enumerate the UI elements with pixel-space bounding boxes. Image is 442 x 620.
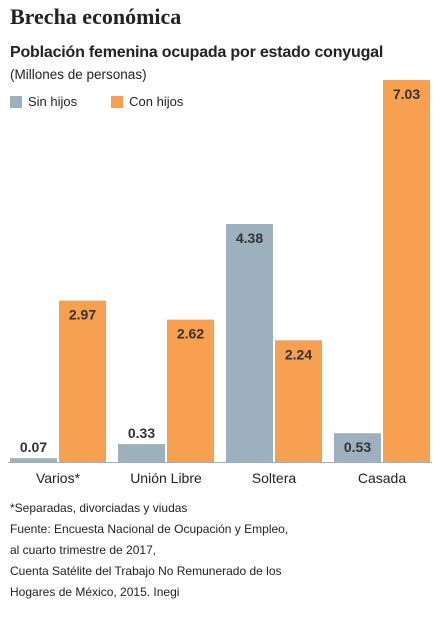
footnote-source-line-2: al cuarto trimestre de 2017, — [10, 543, 157, 557]
bar-sin-hijos-casada — [334, 433, 381, 462]
legend-item-con-hijos: Con hijos — [111, 94, 183, 109]
bar-con-hijos-soltera — [275, 340, 322, 462]
data-label-con-hijos-union-libre: 2.62 — [177, 326, 204, 342]
legend-swatch-sin-hijos — [10, 95, 22, 108]
data-label-sin-hijos-varios: 0.07 — [20, 439, 47, 455]
data-label-con-hijos-soltera: 2.24 — [285, 346, 312, 362]
data-label-con-hijos-varios: 2.97 — [69, 307, 96, 323]
data-label-con-hijos-casada: 7.03 — [393, 86, 420, 102]
legend-label-sin-hijos: Sin hijos — [28, 94, 78, 109]
category-label-varios: Varios* — [36, 470, 81, 486]
legend: Sin hijos Con hijos — [10, 94, 217, 109]
bar-con-hijos-casada — [383, 80, 430, 462]
category-label-union-libre: Unión Libre — [130, 470, 202, 486]
bar-sin-hijos-varios — [10, 458, 57, 462]
data-label-sin-hijos-union-libre: 0.33 — [128, 425, 155, 441]
chart-subtitle: (Millones de personas) — [10, 67, 147, 82]
data-label-sin-hijos-casada: 0.53 — [344, 439, 371, 455]
bar-sin-hijos-union-libre — [118, 444, 165, 462]
legend-swatch-con-hijos — [111, 95, 124, 108]
bar-chart: 0.07 2.97 Varios* 0.33 2.62 Unión Libre 4.38 2.… — [8, 80, 432, 486]
legend-item-sin-hijos: Sin hijos — [10, 94, 77, 109]
footnote-source-line-4: Hogares de México, 2015. Inegi — [10, 585, 180, 599]
footnotes: *Separadas, divorciadas y viudas Fuente:… — [10, 498, 288, 603]
bar-sin-hijos-soltera — [226, 223, 273, 462]
footnote-source-line-1: Fuente: Encuesta Nacional de Ocupación y… — [10, 522, 289, 536]
footnote-asterisk: *Separadas, divorciadas y viudas — [10, 501, 188, 515]
category-label-soltera: Soltera — [252, 470, 297, 486]
bar-con-hijos-varios — [59, 300, 106, 462]
category-label-casada: Casada — [358, 470, 406, 486]
headline: Brecha económica — [10, 4, 182, 29]
bar-con-hijos-union-libre — [167, 319, 214, 462]
chart-title: Población femenina ocupada por estado co… — [10, 44, 384, 61]
footnote-source-line-3: Cuenta Satélite del Trabajo No Remunerad… — [10, 564, 282, 578]
legend-label-con-hijos: Con hijos — [129, 94, 184, 109]
data-label-sin-hijos-soltera: 4.38 — [236, 230, 263, 246]
